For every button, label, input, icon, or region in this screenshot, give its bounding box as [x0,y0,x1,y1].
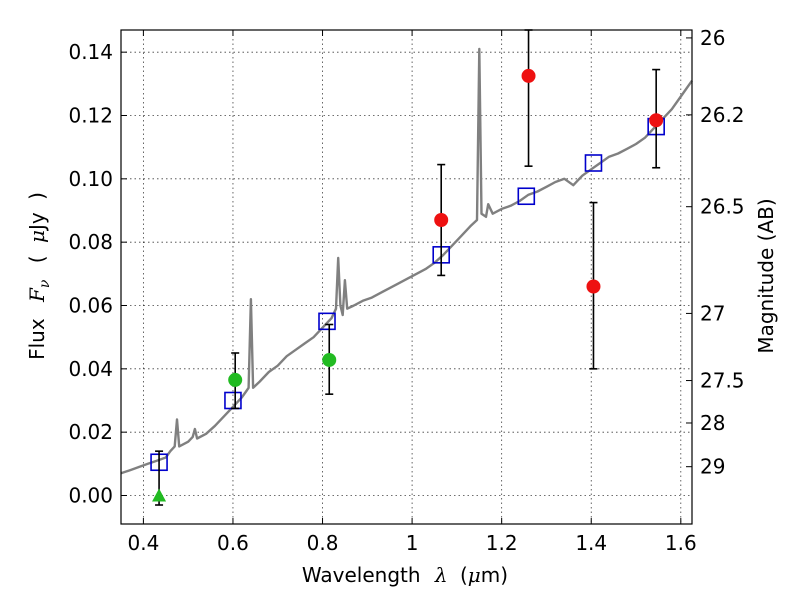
x-tick-label: 1.6 [665,531,697,555]
x-axis-symbol: λ [434,563,448,587]
axis-ticks: 0.4 0.6 0.8 1 1.2 1.4 1.6 0.00 0.02 0.04 0.06 0.08 0… [68,26,744,555]
x-axis-unit-mu: μ [468,563,481,587]
x-axis-unit-rest: m) [481,563,508,587]
y-tick-label: 0.06 [68,294,113,318]
green-circle-marker [228,372,243,387]
x-axis-label: Wavelength λ (μm) [302,563,508,587]
y-tick-label: 0.04 [68,357,113,381]
x-tick-label: 0.8 [307,531,339,555]
x-tick-label: 1.4 [575,531,607,555]
y-tick-label: 0.12 [68,104,113,128]
y-axis-symbol: F [25,287,49,303]
y-tick-label: 0.08 [68,230,113,254]
model-square-marker [584,154,603,172]
y-tick-label: 0.02 [68,420,113,444]
y2-tick-label: 26 [700,26,725,50]
y2-axis-label: Magnitude (AB) [754,198,778,353]
green-circle-marker [322,352,337,367]
y-tick-label: 0.10 [68,167,113,191]
y-axis-unit-close: ) [25,192,49,200]
red-circle-marker [649,113,664,128]
model-spectrum-line [120,47,693,475]
y2-tick-label: 26.5 [700,195,745,219]
grid-lines [121,30,692,524]
y2-tick-label: 27 [700,301,725,325]
x-tick-label: 0.4 [127,531,159,555]
y2-tick-label: 26.2 [700,103,745,127]
green-triangle-marker [152,488,167,502]
y-tick-label: 0.14 [68,40,113,64]
y-axis-unit-rest: Jy [25,212,49,232]
red-circle-marker [586,279,601,294]
y-axis-unit-mu: μ [25,230,49,243]
y2-tick-label: 27.5 [700,369,745,393]
red-circle-marker [521,68,536,83]
y-axis-unit-open: ( [25,255,49,263]
x-tick-label: 0.6 [217,531,249,555]
red-circle-marker [434,213,449,227]
y-axis-symbol-sub: ν [37,279,53,288]
x-axis-label-text: Wavelength [302,563,421,587]
plot-series [120,29,693,506]
plot-frame [120,29,693,525]
x-tick-label: 1.2 [486,531,518,555]
y2-tick-label: 29 [700,455,725,479]
model-square-marker [517,187,536,206]
y-axis-label-text: Flux [25,318,49,360]
x-axis-unit-open: ( [460,563,468,587]
x-tick-label: 1 [406,531,419,555]
y-tick-label: 0.00 [68,484,113,508]
y-axis-label: Flux Fν ( μJy ) [25,192,54,360]
y2-tick-label: 28 [700,411,725,435]
model-square-marker [318,312,336,331]
